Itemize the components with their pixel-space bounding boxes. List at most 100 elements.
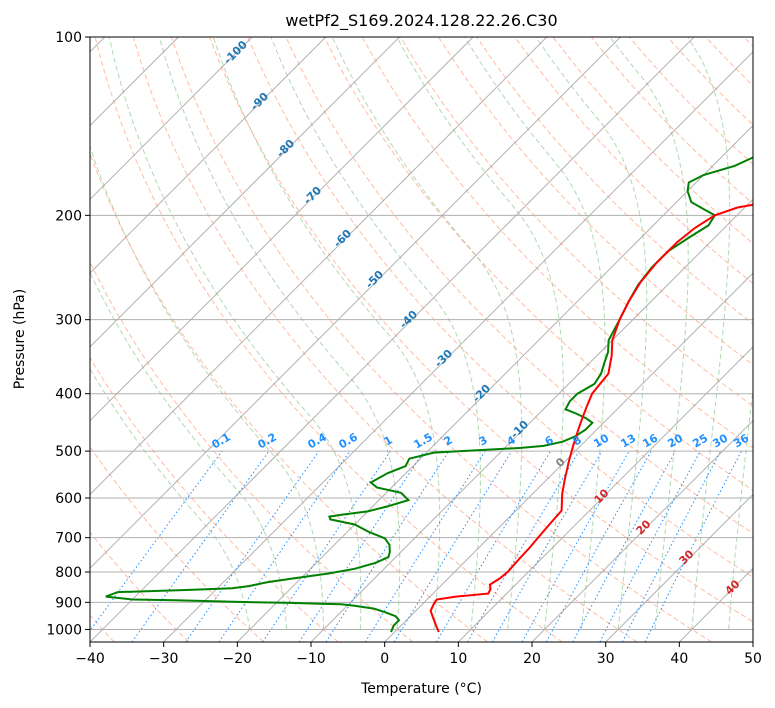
mixing-ratio-line [131, 450, 270, 642]
mixing-ratio-line [262, 450, 391, 642]
x-axis: −40 −30 −20 −10 0 10 20 30 40 50 [75, 642, 762, 667]
x-tick-label: 50 [744, 651, 762, 667]
isotherm [310, 198, 753, 642]
isotherm [90, 37, 327, 274]
isohume-label: -40 [397, 308, 420, 331]
mixing-ratio-label: 25 [690, 432, 710, 451]
mixing-ratio-line [90, 450, 223, 632]
pressure-gridlines [90, 37, 753, 630]
y-tick-label: 500 [55, 444, 82, 460]
y-tick-label: 600 [55, 491, 82, 507]
moist-adiabat [728, 37, 753, 630]
y-tick-label: 800 [55, 565, 82, 581]
mixing-ratio-line [621, 450, 722, 642]
isohume-label: -50 [363, 268, 386, 291]
mixing-ratio-label: 1 [382, 433, 395, 448]
isotherm [90, 37, 548, 496]
moist-adiabat [90, 145, 324, 630]
annotation-labels: -100-90-80-70-60-50-40-30-20-1000.1 0.2 0.… [210, 38, 752, 598]
mixing-ratio-line [599, 450, 701, 642]
mixing-ratio-label: 16 [640, 431, 660, 450]
dry-adiabat [247, 37, 753, 578]
y-tick-label: 1000 [46, 622, 82, 638]
isotherm [531, 419, 753, 642]
isotherm [90, 37, 474, 422]
dry-adiabat [476, 37, 753, 325]
theta-e-label: 40 [723, 577, 743, 597]
mixing-ratio-label: 0.2 [256, 430, 279, 451]
moist-adiabat [270, 37, 482, 630]
dry-adiabat [132, 37, 638, 642]
theta-e-label: 30 [677, 547, 697, 567]
mixing-ratio-line [435, 450, 552, 642]
isohume-label: -70 [301, 184, 324, 207]
theta-e-label: 10 [592, 486, 612, 506]
x-tick-label: 30 [597, 651, 615, 667]
mixing-ratio-label: 1.5 [412, 430, 435, 451]
dry-adiabat [323, 37, 753, 491]
dry-adiabat [438, 37, 753, 366]
isotherm [90, 37, 695, 642]
mixing-ratio-label: 20 [665, 431, 685, 450]
mixing-ratio-line [545, 450, 652, 642]
dry-adiabat [90, 356, 339, 642]
x-tick-label: −40 [75, 651, 105, 667]
isotherm [605, 493, 753, 642]
y-tick-label: 400 [55, 387, 82, 403]
mixing-ratio-label: 0.4 [306, 430, 330, 451]
isohume-label: -80 [274, 137, 297, 160]
isotherm [90, 37, 400, 348]
background-reference-lines [90, 37, 753, 642]
isohume-label: -30 [432, 347, 455, 370]
x-tick-label: 10 [449, 651, 467, 667]
mixing-ratio-line [393, 450, 513, 642]
x-tick-label: 20 [523, 651, 541, 667]
y-tick-label: 100 [55, 30, 82, 46]
dry-adiabat [399, 37, 753, 407]
mixing-ratio-line [325, 450, 450, 642]
moist-adiabat [212, 37, 441, 630]
x-axis-label: Temperature (°C) [360, 681, 482, 697]
y-tick-label: 900 [55, 595, 82, 611]
temperature-line [429, 203, 753, 633]
moist-adiabat [535, 37, 648, 630]
mixing-ratio-line [572, 450, 677, 642]
moist-adiabat [687, 37, 731, 630]
mixing-ratio-label: 13 [618, 432, 638, 451]
mixing-ratio-line [521, 450, 630, 642]
dewpoint-line [105, 156, 753, 633]
dry-adiabat [552, 37, 753, 245]
x-tick-label: 0 [380, 651, 389, 667]
mixing-ratio-line [185, 450, 320, 642]
mixing-ratio-line [467, 450, 580, 642]
moist-adiabat [396, 37, 564, 630]
y-axis-label: Pressure (hPa) [12, 289, 28, 389]
x-tick-label: 40 [670, 651, 688, 667]
isohume-label: -100 [221, 38, 250, 67]
isotherm [236, 124, 753, 642]
dry-adiabat [705, 37, 753, 87]
mixing-ratio-label: 30 [710, 431, 730, 450]
dry-adiabat [90, 446, 264, 642]
x-tick-label: −10 [296, 651, 326, 667]
isohume-label: -60 [331, 227, 354, 250]
dry-adiabat [90, 531, 190, 642]
isotherm [90, 37, 253, 201]
moist-adiabat [331, 37, 523, 630]
theta-e-label: 20 [634, 517, 654, 537]
isotherm [384, 272, 753, 642]
dry-adiabat [90, 152, 488, 642]
moist-adiabat [609, 37, 689, 630]
moist-adiabat [90, 271, 288, 630]
mixing-ratio-label: 0.1 [210, 430, 233, 451]
mixing-ratio-line [298, 450, 425, 642]
dry-adiabat [90, 260, 414, 642]
x-tick-label: −20 [223, 651, 253, 667]
moist-adiabat [90, 368, 251, 630]
mixing-ratio-label: 2 [442, 433, 455, 448]
plot-frame [89, 36, 754, 643]
dry-adiabat [361, 37, 753, 449]
dry-adiabat [94, 37, 563, 642]
isotherm [163, 51, 753, 642]
